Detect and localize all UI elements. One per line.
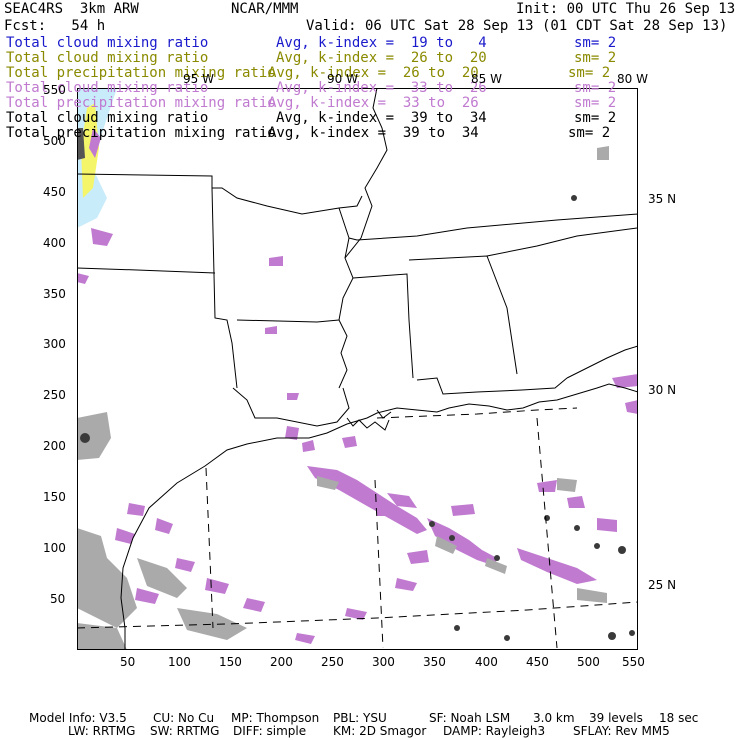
legend-sm: sm= 2 [568, 65, 611, 81]
y-tick-label: 500 [43, 134, 66, 148]
legend-sm: sm= 2 [574, 110, 617, 126]
y-tick-label: 300 [43, 337, 66, 351]
y-tick-label: 100 [43, 541, 66, 555]
x-tick-label: 250 [321, 655, 344, 669]
x-tick-label: 300 [372, 655, 395, 669]
lat-label: 30 N [648, 383, 677, 397]
footer-cu: CU: No Cu [153, 711, 215, 725]
legend-avg: Avg, k-index = 26 to 20 [268, 65, 479, 81]
model-name: SEAC4RS 3km ARW [4, 1, 139, 17]
footer-model-info: Model Info: V3.5 [29, 711, 127, 725]
footer-sw: SW: RRTMG [150, 724, 220, 738]
legend-row: Total precipitation mixing ratio Avg, k-… [6, 126, 641, 186]
forecast-hour: Fcst: 54 h [4, 18, 106, 34]
footer-pbl: PBL: YSU [333, 711, 387, 725]
footer-levels: 39 levels [589, 711, 643, 725]
x-tick-label: 200 [270, 655, 293, 669]
legend-row: Total precipitation mixing ratio Avg, k-… [6, 66, 641, 126]
legend-sm: sm= 2 [574, 35, 617, 51]
footer-resolution: 3.0 km [533, 711, 575, 725]
legend-field: Total precipitation mixing ratio [6, 95, 276, 111]
x-tick-label: 500 [577, 655, 600, 669]
lat-label: 25 N [648, 578, 677, 592]
organization: NCAR/MMM [231, 1, 299, 17]
x-tick-label: 150 [219, 655, 242, 669]
legend-sm: sm= 2 [574, 95, 617, 111]
x-tick-label: 100 [168, 655, 191, 669]
legend-sm: sm= 2 [568, 125, 611, 141]
lat-lon-grid [77, 407, 638, 649]
legend-sm: sm= 2 [574, 80, 617, 96]
lon-label: 80 W [617, 72, 648, 86]
y-tick-label: 200 [43, 439, 66, 453]
legend-field: Total precipitation mixing ratio [6, 125, 276, 141]
legend-avg: Avg, k-index = 39 to 34 [268, 125, 479, 141]
legend-row: Total cloud mixing ratio Avg, k-index = … [6, 51, 641, 111]
y-tick-label: 150 [43, 490, 66, 504]
legend-row: Total cloud mixing ratio Avg, k-index = … [6, 36, 641, 96]
footer-km: KM: 2D Smagor [333, 724, 427, 738]
footer-sf: SF: Noah LSM [429, 711, 511, 725]
x-tick-label: 450 [526, 655, 549, 669]
footer-damp: DAMP: Rayleigh3 [443, 724, 546, 738]
legend-field: Total cloud mixing ratio [6, 80, 209, 96]
cloud-shading-purple [115, 256, 638, 644]
footer-mp: MP: Thompson [231, 711, 320, 725]
y-tick-label: 550 [43, 83, 66, 97]
cloud-shading-dark [80, 195, 635, 641]
x-tick-label: 350 [423, 655, 446, 669]
y-tick-label: 50 [50, 592, 66, 606]
valid-time: Valid: 06 UTC Sat 28 Sep 13 (01 CDT Sat … [306, 18, 728, 34]
y-tick-label: 250 [43, 388, 66, 402]
legend-avg: Avg, k-index = 19 to 4 [276, 35, 487, 51]
lon-label: 85 W [471, 72, 502, 86]
x-tick-label: 50 [120, 655, 136, 669]
legend-field: Total cloud mixing ratio [6, 50, 209, 66]
state-boundaries [77, 88, 638, 427]
legend-avg: Avg, k-index = 26 to 20 [276, 50, 487, 66]
legend-avg: Avg, k-index = 39 to 34 [276, 110, 487, 126]
legend-row: Total cloud mixing ratio Avg, k-index = … [6, 111, 641, 171]
y-tick-label: 450 [43, 185, 66, 199]
legend-field: Total precipitation mixing ratio [6, 65, 276, 81]
footer-timestep: 18 sec [659, 711, 699, 725]
init-time: Init: 00 UTC Thu 26 Sep 13 [516, 1, 736, 17]
map-panel [77, 88, 638, 650]
footer-sflay: SFLAY: Rev MM5 [573, 724, 670, 738]
lon-label: 90 W [327, 72, 358, 86]
lat-label: 35 N [648, 192, 677, 206]
legend-field: Total cloud mixing ratio [6, 110, 209, 126]
x-tick-label: 400 [475, 655, 498, 669]
legend-field: Total cloud mixing ratio [6, 35, 209, 51]
lon-label: 95 W [183, 72, 214, 86]
y-tick-label: 400 [43, 236, 66, 250]
footer-lw: LW: RRTMG [68, 724, 136, 738]
x-tick-label: 550 [622, 655, 645, 669]
legend-avg: Avg, k-index = 33 to 26 [268, 95, 479, 111]
legend-row: Total cloud mixing ratio Avg, k-index = … [6, 81, 641, 141]
legend-sm: sm= 2 [574, 50, 617, 66]
legend-row: Total precipitation mixing ratio Avg, k-… [6, 96, 641, 156]
legend-avg: Avg, k-index = 33 to 26 [276, 80, 487, 96]
map-frame [77, 88, 638, 650]
cloud-shading-gray [77, 146, 609, 650]
footer-diff: DIFF: simple [233, 724, 307, 738]
y-tick-label: 350 [43, 287, 66, 301]
